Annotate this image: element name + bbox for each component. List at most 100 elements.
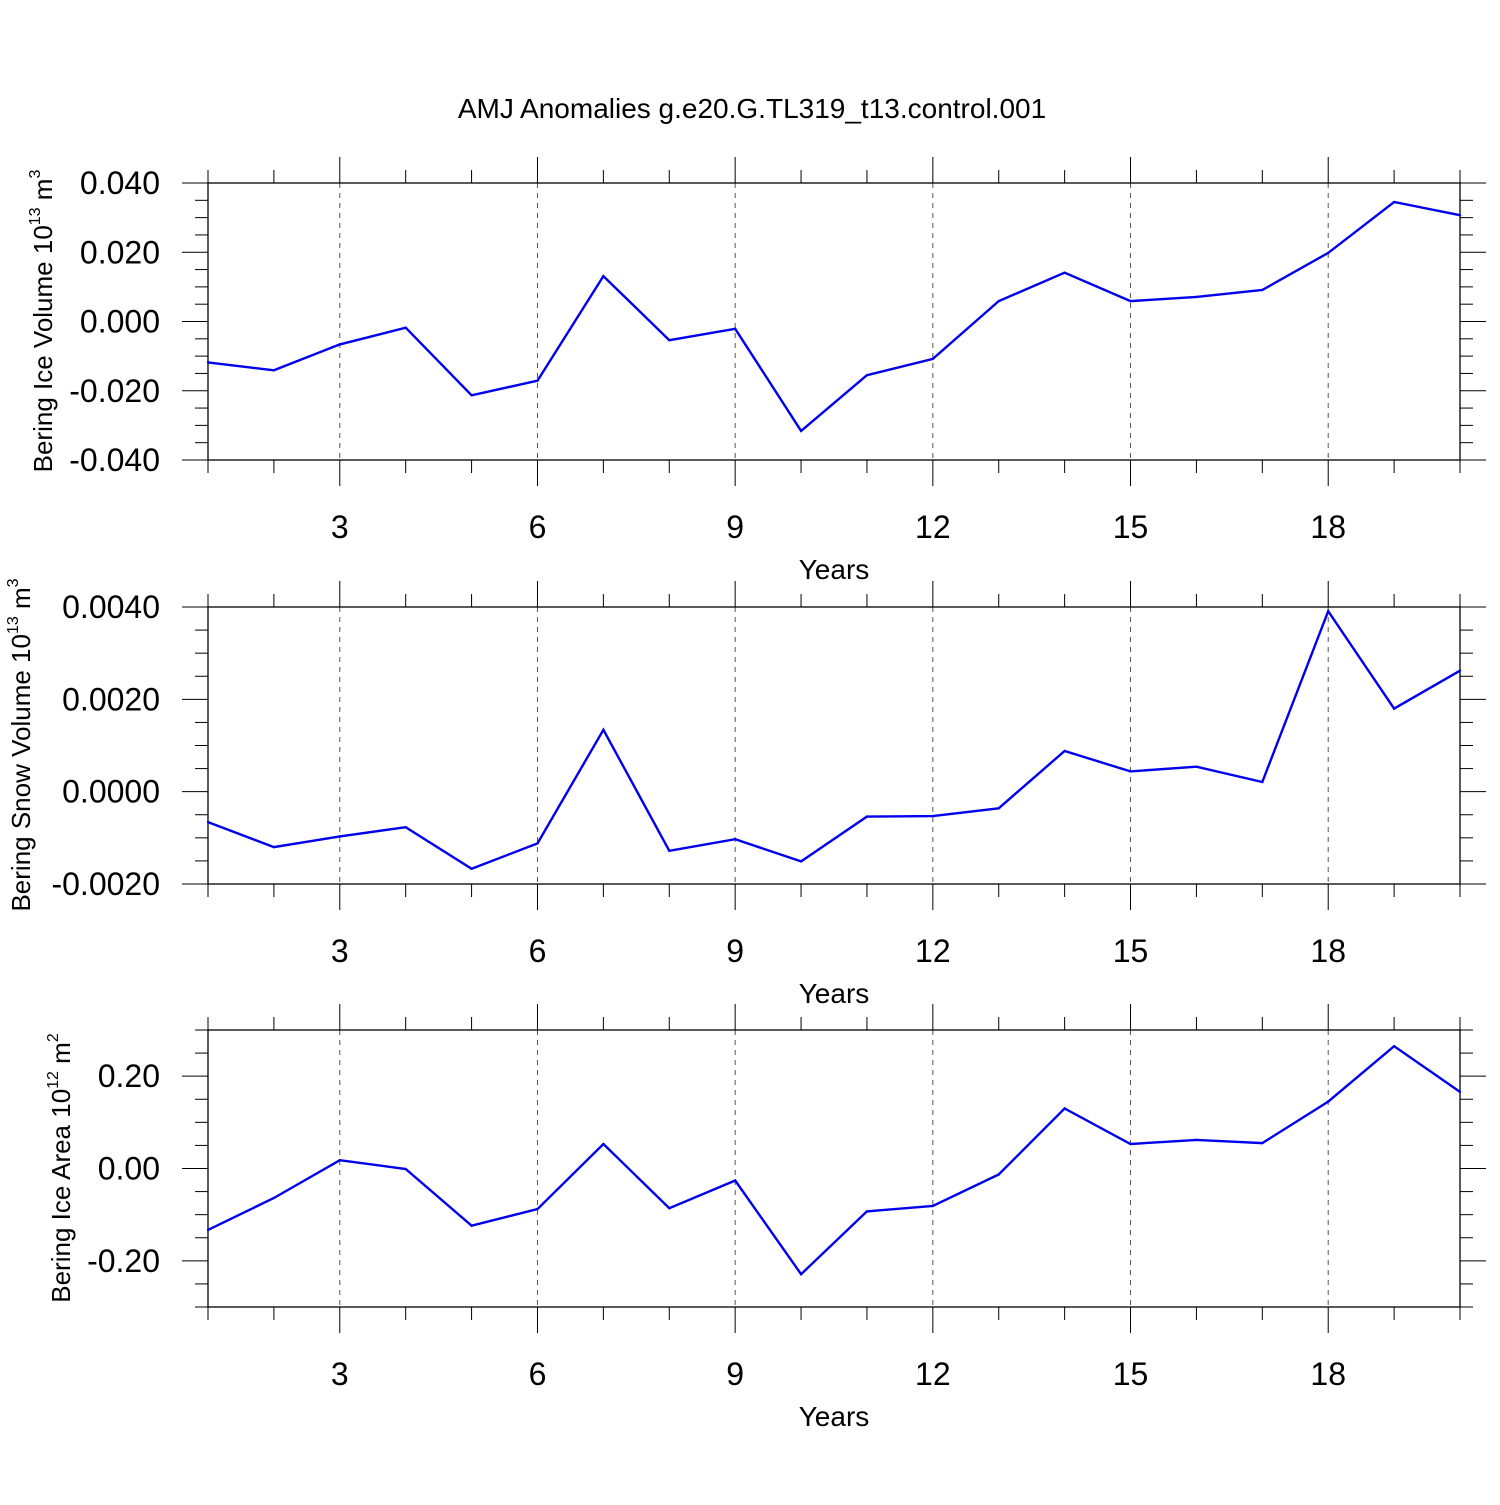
x-tick-label: 12 (915, 933, 951, 969)
data-point (1195, 1138, 1198, 1142)
y-tick-label: -0.020 (69, 373, 160, 409)
y-axis-label-unit: m (6, 587, 36, 616)
data-point (931, 814, 935, 818)
x-tick-label: 18 (1310, 933, 1346, 969)
data-point (1261, 288, 1264, 292)
y-tick-label: 0.20 (98, 1058, 160, 1094)
data-point (1458, 669, 1462, 672)
data-point (1195, 295, 1198, 299)
data-point (338, 835, 341, 838)
data-point (272, 1196, 276, 1200)
data-point (799, 860, 803, 863)
data-point (338, 1158, 341, 1162)
data-point (865, 1210, 869, 1213)
x-tick-label: 3 (331, 509, 349, 545)
x-axis-label: Years (799, 978, 870, 1009)
x-tick-label: 6 (529, 509, 547, 545)
data-point (931, 1204, 935, 1208)
x-tick-label: 9 (726, 509, 744, 545)
data-point (997, 807, 1000, 810)
plot-frame (207, 182, 1461, 461)
x-axis-label: Years (799, 554, 870, 585)
series-line-1 (207, 200, 1461, 433)
x-tick-label: 15 (1113, 933, 1149, 969)
data-point (404, 826, 407, 829)
x-axis-label: Years (799, 1401, 870, 1432)
data-point (1327, 1100, 1330, 1103)
data-point (536, 842, 539, 845)
chart-title: AMJ Anomalies g.e20.G.TL319_t13.control.… (458, 93, 1046, 124)
data-point (1392, 200, 1396, 204)
data-point (1261, 1141, 1264, 1145)
data-point (1195, 765, 1198, 768)
y-tick-label: -0.040 (69, 442, 160, 478)
chart-panels: 3 6 9 12 15 18 -0.040 -0.020 0.000 0.020 0.040 Year… (5, 157, 1486, 1432)
x-tick-label: 9 (726, 1356, 744, 1392)
y-tick-label: 0.0000 (62, 774, 160, 810)
data-point (733, 327, 737, 330)
data-point (206, 361, 210, 364)
y-tick-label: 0.000 (80, 304, 160, 340)
chart-panel-3: 3 6 9 12 15 18 -0.20 0.00 0.20 Years Bering Ice Ar… (45, 1004, 1486, 1432)
x-tick-label: 9 (726, 933, 744, 969)
series-line-3 (207, 1044, 1461, 1277)
data-point (997, 299, 1000, 303)
data-point (1458, 214, 1462, 217)
data-point (668, 338, 671, 342)
y-tick-label: 0.0040 (62, 589, 160, 625)
x-tick-label: 12 (915, 509, 951, 545)
data-point (733, 1179, 737, 1182)
data-point (536, 379, 539, 382)
data-point (865, 815, 869, 818)
data-point (602, 274, 605, 278)
y-axis-label-unit-exponent: 3 (5, 578, 22, 587)
data-point (470, 394, 473, 397)
data-point (1327, 609, 1330, 613)
y-axis-label: Bering Snow Volume 1013 m3 (5, 578, 36, 911)
y-axis-label: Bering Ice Area 1012 m2 (45, 1033, 76, 1303)
data-point (1392, 707, 1396, 710)
y-axis-label-unit-exponent: 3 (27, 170, 44, 179)
y-axis-label-exponent: 13 (5, 616, 22, 634)
x-tick-label: 3 (331, 1356, 349, 1392)
data-point (931, 357, 935, 361)
data-point (1063, 271, 1066, 274)
y-tick-label: 0.040 (80, 165, 160, 201)
data-point (404, 1167, 407, 1171)
y-axis-label-main: Bering Snow Volume 10 (6, 634, 36, 912)
x-tick-label: 18 (1310, 1356, 1346, 1392)
chart-panel-2: 3 6 9 12 15 18 -0.0020 0.0000 0.0020 0.0040 Years B… (5, 578, 1486, 1009)
data-point (602, 1142, 605, 1146)
chart-panel-1: 3 6 9 12 15 18 -0.040 -0.020 0.000 0.020 0.040 Year… (27, 157, 1486, 585)
data-point (470, 1224, 473, 1227)
data-point (799, 429, 803, 433)
data-point (404, 326, 407, 329)
y-tick-label: 0.020 (80, 234, 160, 270)
x-tick-label: 3 (331, 933, 349, 969)
x-tick-label: 12 (915, 1356, 951, 1392)
data-point (668, 849, 671, 852)
y-tick-label: 0.00 (98, 1151, 160, 1187)
data-point (1129, 770, 1132, 773)
y-axis-label-main: Bering Ice Area 10 (46, 1089, 76, 1303)
data-point (865, 373, 869, 377)
y-axis-label-main: Bering Ice Volume 10 (28, 225, 58, 472)
data-point (536, 1207, 539, 1211)
y-axis-label-unit: m (28, 179, 58, 208)
data-point (338, 343, 341, 346)
x-tick-label: 15 (1113, 509, 1149, 545)
data-point (733, 838, 737, 841)
x-tick-label: 6 (529, 1356, 547, 1392)
data-point (1063, 1107, 1066, 1110)
data-point (1392, 1044, 1396, 1048)
data-point (1063, 749, 1066, 753)
data-point (1261, 780, 1264, 784)
data-point (470, 867, 473, 870)
data-point (997, 1173, 1000, 1176)
data-point (668, 1207, 671, 1210)
data-point (206, 1228, 210, 1232)
data-point (272, 369, 276, 372)
y-axis-label-exponent: 12 (45, 1071, 62, 1089)
